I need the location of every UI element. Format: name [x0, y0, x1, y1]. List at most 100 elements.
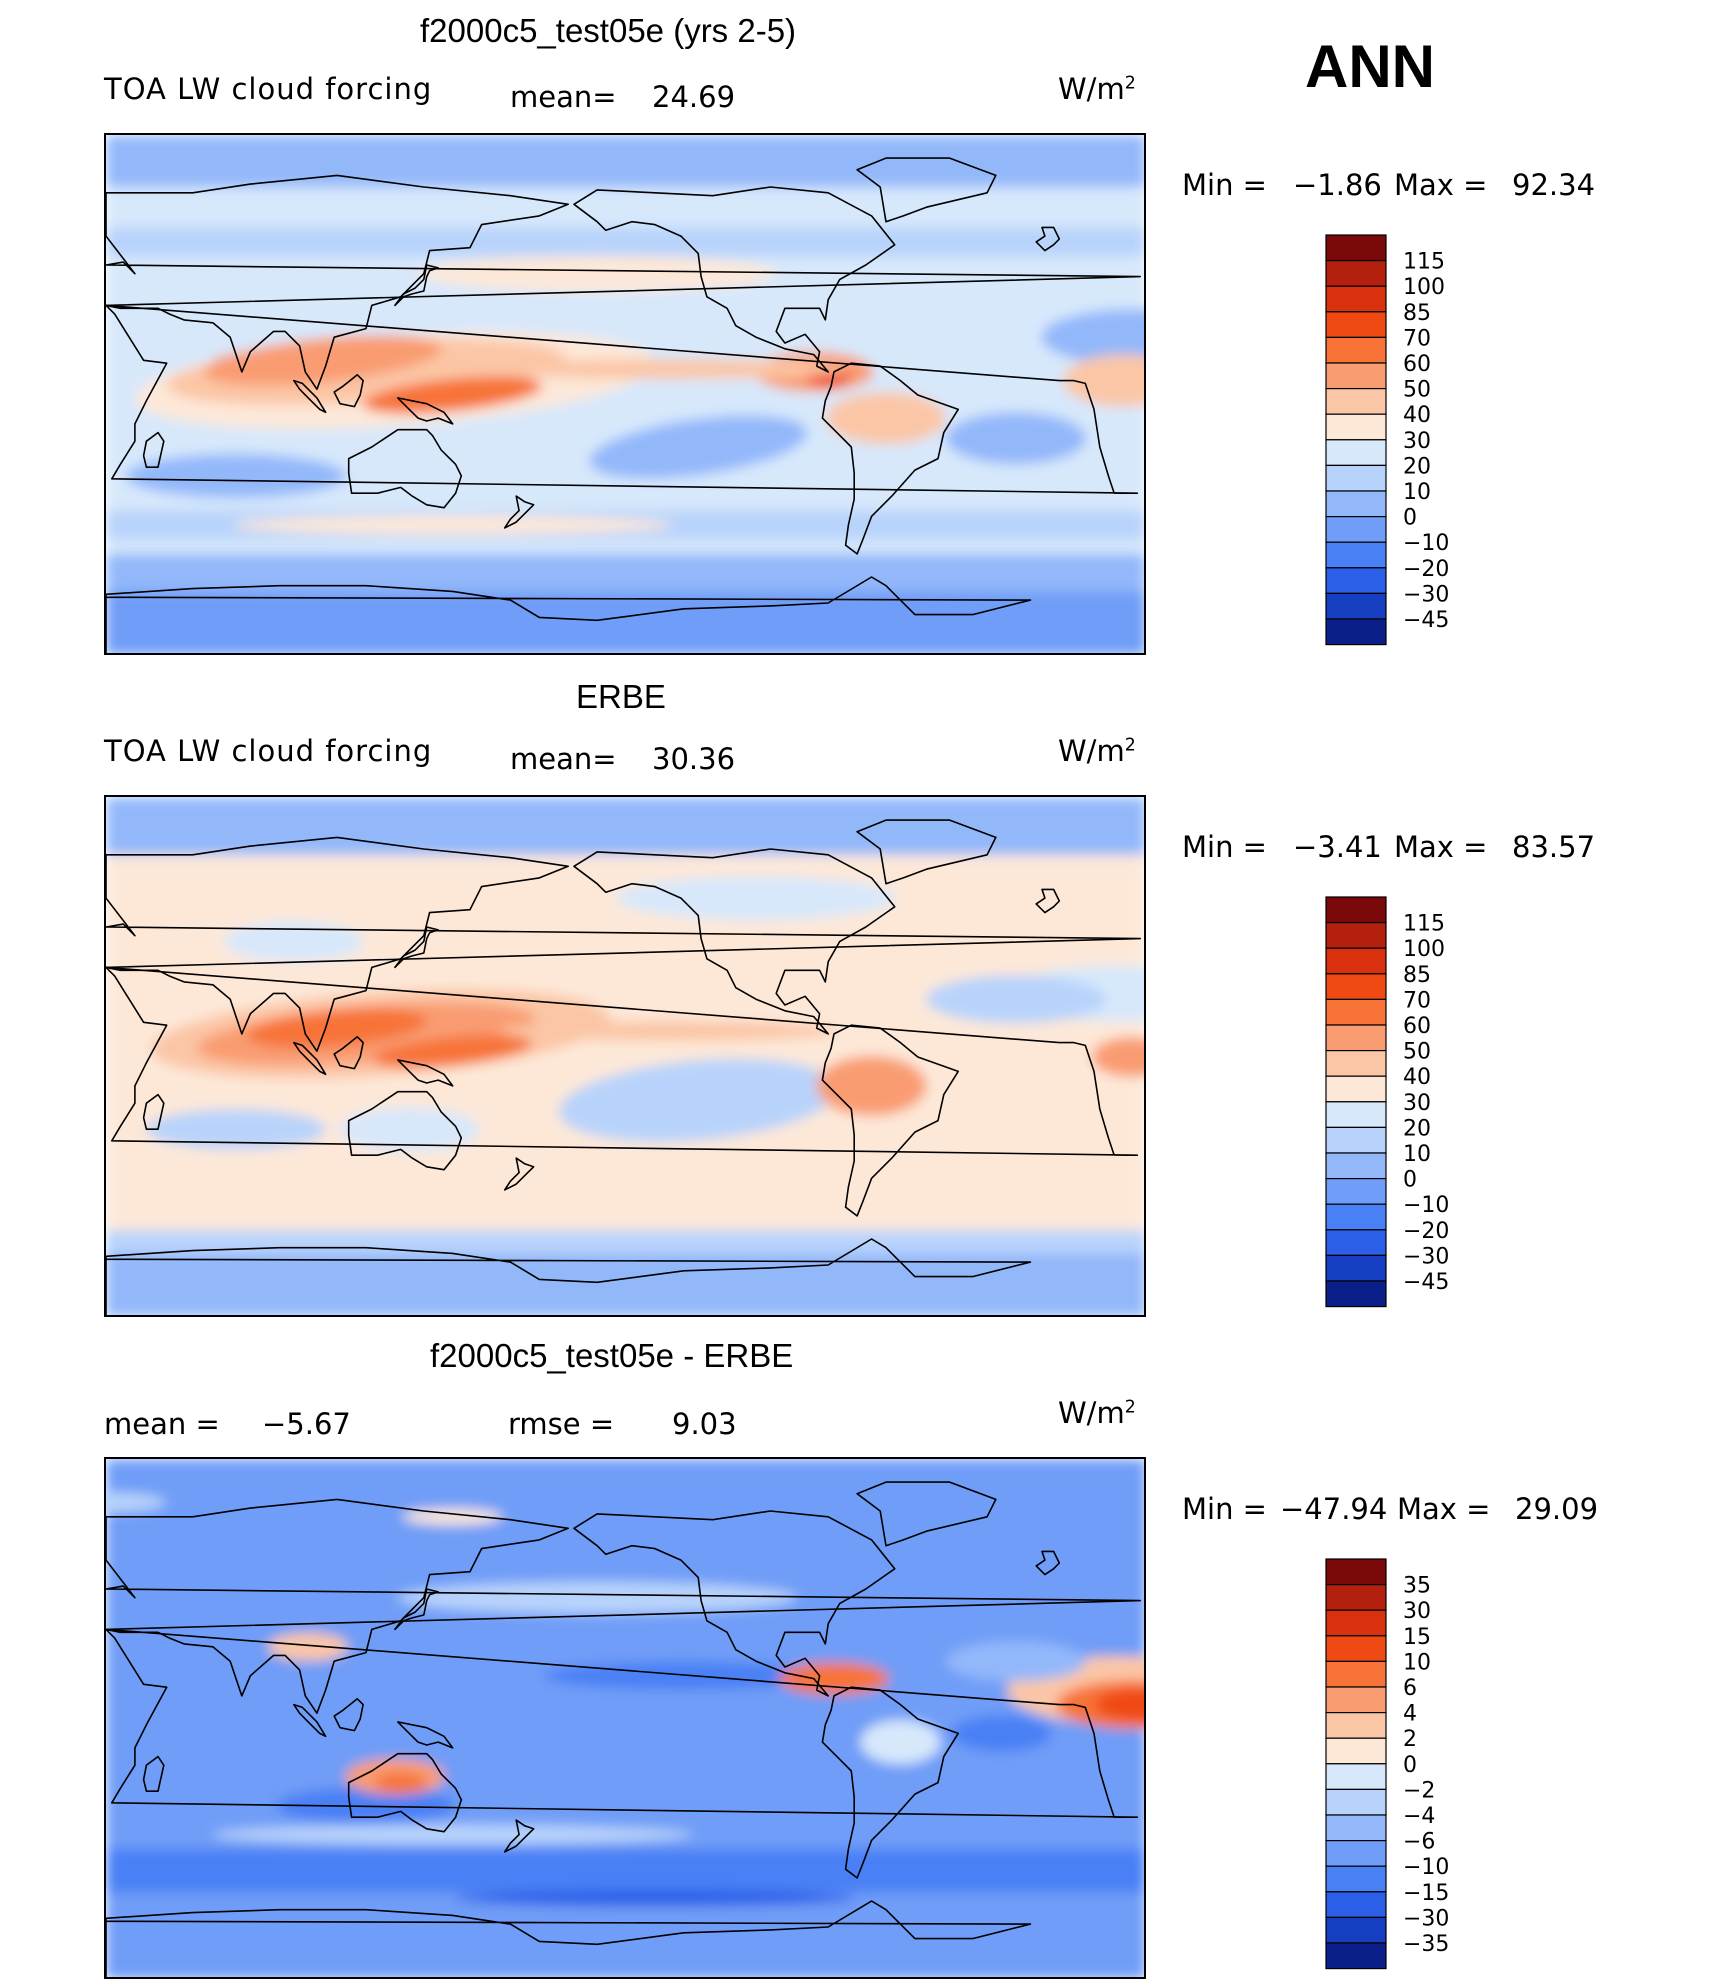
panel2-colorbar-tick: 85	[1403, 963, 1431, 988]
coastline-greenland	[856, 1481, 997, 1547]
panel3-colorbar-tick: 15	[1403, 1625, 1431, 1650]
panel1-variable: TOA LW cloud forcing	[104, 72, 433, 106]
coastline-antarctica	[106, 576, 1032, 653]
panel1-colorbar-tick: 60	[1403, 352, 1431, 377]
coastline-sam	[821, 1024, 960, 1217]
panel2-coastlines	[106, 819, 1141, 1315]
panel3-colorbar-box	[1325, 1712, 1387, 1739]
panel1-contour-field	[106, 135, 1144, 653]
panel2-colorbar-tick: −20	[1403, 1219, 1449, 1244]
panel3-min-label: Min =	[1182, 1492, 1267, 1526]
coastline-antarctica	[106, 1238, 1032, 1315]
panel2-colorbar-box	[1325, 1024, 1387, 1052]
coastline-borneo	[333, 1698, 364, 1732]
coastline-sumatra	[293, 1703, 327, 1738]
panel1-colorbar-box	[1325, 567, 1387, 594]
panel2-colorbar-box	[1325, 1101, 1387, 1129]
coastline-greenland	[856, 157, 997, 223]
panel1-colorbar-box	[1325, 516, 1387, 543]
panel1-colorbar-tick: −30	[1403, 582, 1449, 607]
panel2-colorbar-tick: −30	[1403, 1244, 1449, 1269]
panel3-colorbar-tick: −6	[1403, 1830, 1435, 1855]
panel3-colorbar-tick: 10	[1403, 1650, 1431, 1675]
panel3-colorbar-tick: −10	[1403, 1855, 1449, 1880]
panel2-units-base: W/m	[1058, 734, 1125, 768]
panel3-units-exp: 2	[1124, 1397, 1136, 1418]
panel2-colorbar-box	[1325, 1178, 1387, 1205]
panel3-colorbar-tick: 30	[1403, 1599, 1431, 1624]
panel3-max-label: Max =	[1397, 1492, 1491, 1526]
panel2-mean-label: mean=	[510, 742, 617, 776]
panel1-mean-value: 24.69	[652, 80, 736, 114]
panel2-colorbar-box	[1325, 1280, 1387, 1308]
coastline-australia	[347, 428, 463, 509]
panel2-colorbar-tick: 100	[1403, 937, 1445, 962]
panel1-mean-label: mean=	[510, 80, 617, 114]
panel1-colorbar-tick: 85	[1403, 301, 1431, 326]
panel3-colorbar-box	[1325, 1737, 1387, 1765]
panel1-colorbar-tick: 10	[1403, 480, 1431, 505]
panel2-colorbar-box	[1325, 1050, 1387, 1077]
panel3-colorbar-tick: −15	[1403, 1881, 1449, 1906]
panel1-colorbar-box	[1325, 388, 1387, 415]
panel1-colorbar-box	[1325, 464, 1387, 492]
coastline-sam	[821, 1686, 960, 1879]
coastline-nam	[573, 186, 896, 373]
panel3-colorbar-tick: −4	[1403, 1804, 1435, 1829]
coastline-africa	[106, 304, 1139, 495]
panel3-mean-label: mean =	[104, 1407, 220, 1441]
coastline-japan	[394, 1588, 440, 1631]
panel2-colorbar-tick: −10	[1403, 1193, 1449, 1218]
panel1-colorbar-tick: 100	[1403, 275, 1445, 300]
panel2-colorbar-tick: 10	[1403, 1142, 1431, 1167]
coastline-japan	[394, 264, 440, 307]
panel3-coastlines	[106, 1481, 1141, 1977]
panel1-max-label: Max =	[1394, 168, 1488, 202]
panel1-colorbar-box	[1325, 362, 1387, 390]
panel3-units-base: W/m	[1058, 1396, 1125, 1430]
coastline-sumatra	[293, 379, 327, 414]
panel2-map-svg	[106, 797, 1144, 1315]
coastline-nz	[503, 495, 535, 529]
panel2-units: W/m2	[1058, 734, 1136, 768]
panel3-colorbar-box	[1325, 1891, 1387, 1918]
panel1-colorbar: 115 100 85 70 60 50 40 30 20 10 0 −10 −20 −30 −45	[1325, 234, 1505, 653]
panel2-max-label: Max =	[1394, 830, 1488, 864]
coastline-eurasia	[106, 836, 1141, 1052]
panel3-colorbar-box	[1325, 1660, 1387, 1688]
panel1-colorbar-box	[1325, 490, 1387, 518]
panel3-min-value: −47.94	[1280, 1492, 1388, 1526]
coastline-africa	[106, 966, 1139, 1157]
panel3-colorbar-tick: −2	[1403, 1778, 1435, 1803]
panel2-colorbar-tick: 40	[1403, 1065, 1431, 1090]
panel2-colorbar-box	[1325, 1203, 1387, 1231]
panel1-colorbar-box	[1325, 311, 1387, 339]
panel2-colorbar-tick: −45	[1403, 1270, 1449, 1295]
panel3-colorbar: 35 30 15 10 6 4 2 0 −2 −4 −6 −10 −15 −30 −35	[1325, 1558, 1505, 1977]
panel3-colorbar-box	[1325, 1686, 1387, 1714]
panel3-rmse-value: 9.03	[672, 1407, 737, 1441]
panel1-colorbar-box	[1325, 260, 1387, 287]
panel2-units-exp: 2	[1124, 735, 1136, 756]
panel2-contour-field	[106, 797, 1144, 1315]
panel3-colorbar-tick: 4	[1403, 1702, 1417, 1727]
panel1-map	[104, 133, 1146, 655]
panel3-colorbar-tick: −30	[1403, 1906, 1449, 1931]
panel3-map	[104, 1457, 1146, 1979]
coastline-nz	[503, 1819, 535, 1853]
panel3-colorbar-box	[1325, 1865, 1387, 1893]
panel3-colorbar-box	[1325, 1558, 1387, 1586]
panel2-colorbar-tick: 70	[1403, 988, 1431, 1013]
panel1-colorbar-tick: −10	[1403, 531, 1449, 556]
panel1-colorbar-box	[1325, 541, 1387, 569]
panel3-colorbar-tick: 2	[1403, 1727, 1417, 1752]
panel1-min-label: Min =	[1182, 168, 1267, 202]
panel2-colorbar-tick: 0	[1403, 1168, 1417, 1193]
panel1-colorbar-box	[1325, 336, 1387, 364]
panel3-units: W/m2	[1058, 1396, 1136, 1430]
panel3-colorbar-tick: 35	[1403, 1574, 1431, 1599]
coastline-greenland	[856, 819, 997, 885]
